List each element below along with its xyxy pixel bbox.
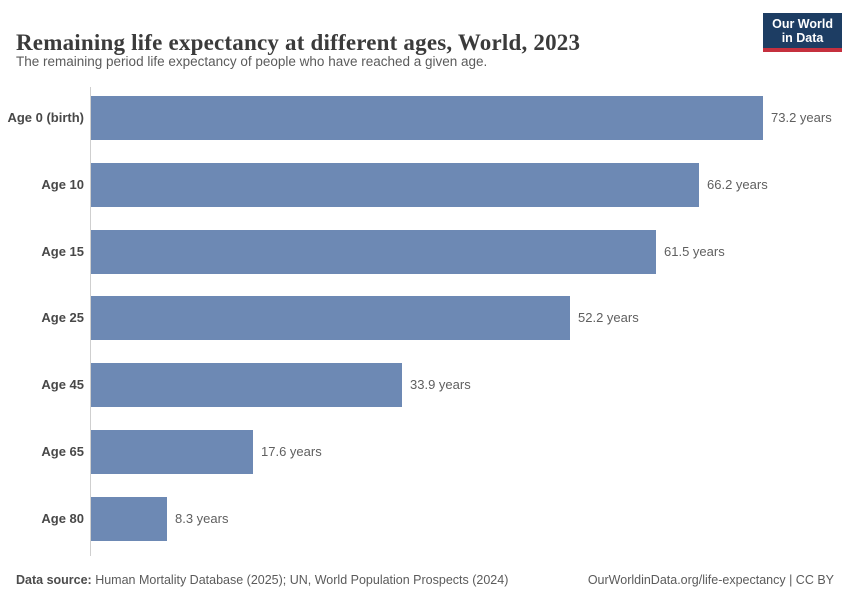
bar[interactable] <box>91 163 699 207</box>
category-label: Age 15 <box>41 244 84 259</box>
category-label: Age 10 <box>41 177 84 192</box>
bar-row: Age 45 33.9 years <box>0 363 850 407</box>
value-label: 52.2 years <box>578 310 639 325</box>
category-label: Age 65 <box>41 444 84 459</box>
data-source-label: Data source: <box>16 573 92 587</box>
value-label: 8.3 years <box>175 511 229 526</box>
value-label: 17.6 years <box>261 444 322 459</box>
chart-title: Remaining life expectancy at different a… <box>16 30 581 56</box>
data-source-text: Human Mortality Database (2025); UN, Wor… <box>91 573 509 587</box>
owid-logo-line2: in Data <box>781 31 824 45</box>
owid-logo-line1: Our World <box>772 17 833 31</box>
value-label: 33.9 years <box>410 377 471 392</box>
category-label: Age 0 (birth) <box>7 110 84 125</box>
category-label: Age 25 <box>41 310 84 325</box>
bar[interactable] <box>91 96 763 140</box>
bar-row: Age 80 8.3 years <box>0 497 850 541</box>
category-label: Age 45 <box>41 377 84 392</box>
attribution-link: OurWorldinData.org/life-expectancy | CC … <box>587 573 834 587</box>
bar[interactable] <box>91 296 570 340</box>
value-label: 61.5 years <box>664 244 725 259</box>
value-label: 66.2 years <box>707 177 768 192</box>
owid-logo: Our World in Data <box>763 13 842 52</box>
value-label: 73.2 years <box>771 110 832 125</box>
bar-row: Age 10 66.2 years <box>0 163 850 207</box>
chart-subtitle: The remaining period life expectancy of … <box>16 54 488 69</box>
bar[interactable] <box>91 497 167 541</box>
bar-row: Age 15 61.5 years <box>0 230 850 274</box>
category-label: Age 80 <box>41 511 84 526</box>
bar-row: Age 0 (birth) 73.2 years <box>0 96 850 140</box>
data-source-note: Data source: Human Mortality Database (2… <box>16 573 508 587</box>
bar-row: Age 25 52.2 years <box>0 296 850 340</box>
bar-row: Age 65 17.6 years <box>0 430 850 474</box>
bar[interactable] <box>91 430 253 474</box>
bar[interactable] <box>91 230 656 274</box>
bar[interactable] <box>91 363 402 407</box>
y-axis-line <box>90 87 91 556</box>
